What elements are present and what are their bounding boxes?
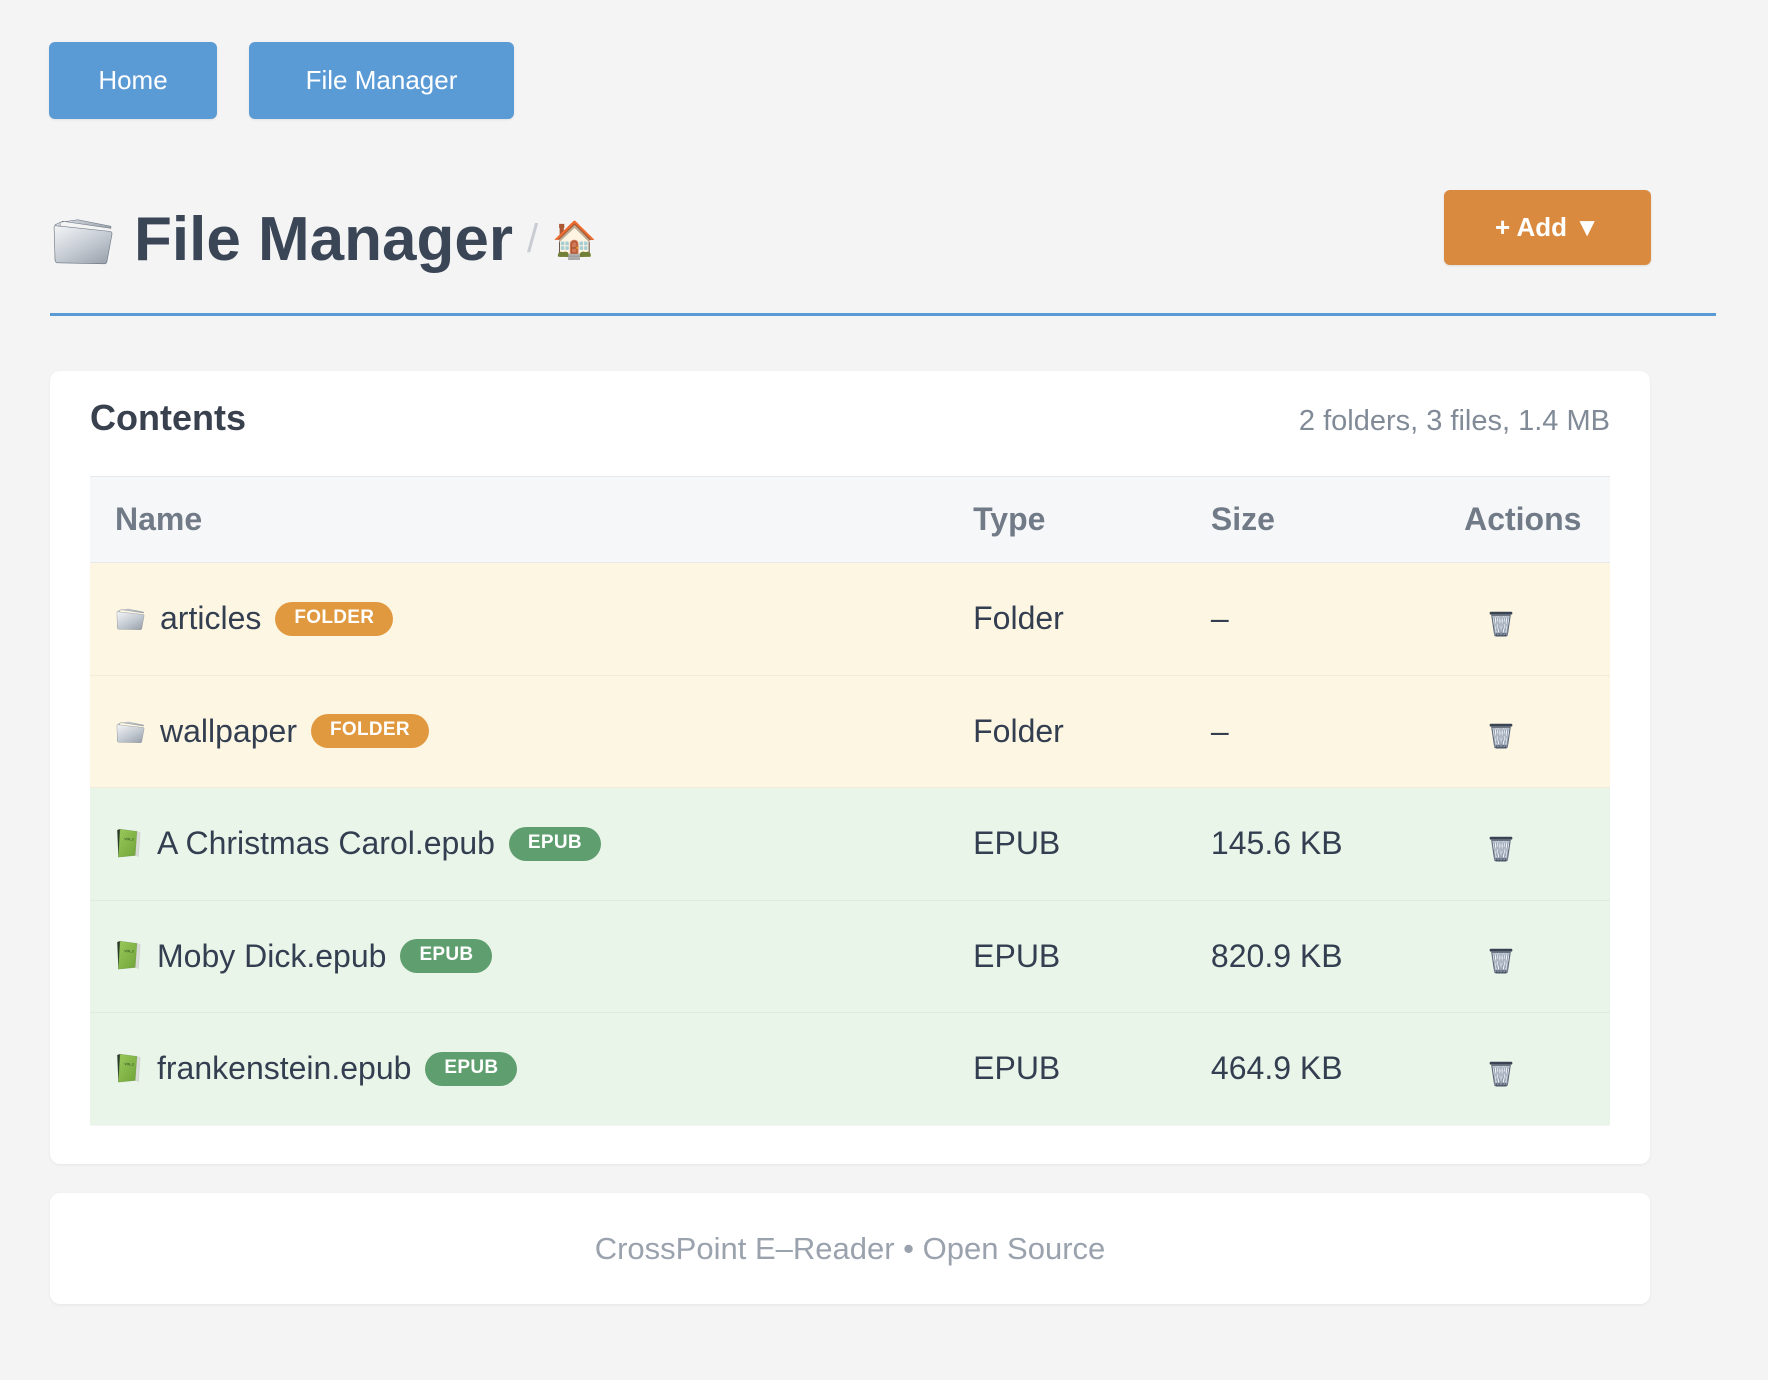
svg-text:VOL.2: VOL.2 <box>124 1062 134 1066</box>
svg-text:VOL.2: VOL.2 <box>124 949 134 953</box>
svg-text:VOL.2: VOL.2 <box>124 837 134 841</box>
